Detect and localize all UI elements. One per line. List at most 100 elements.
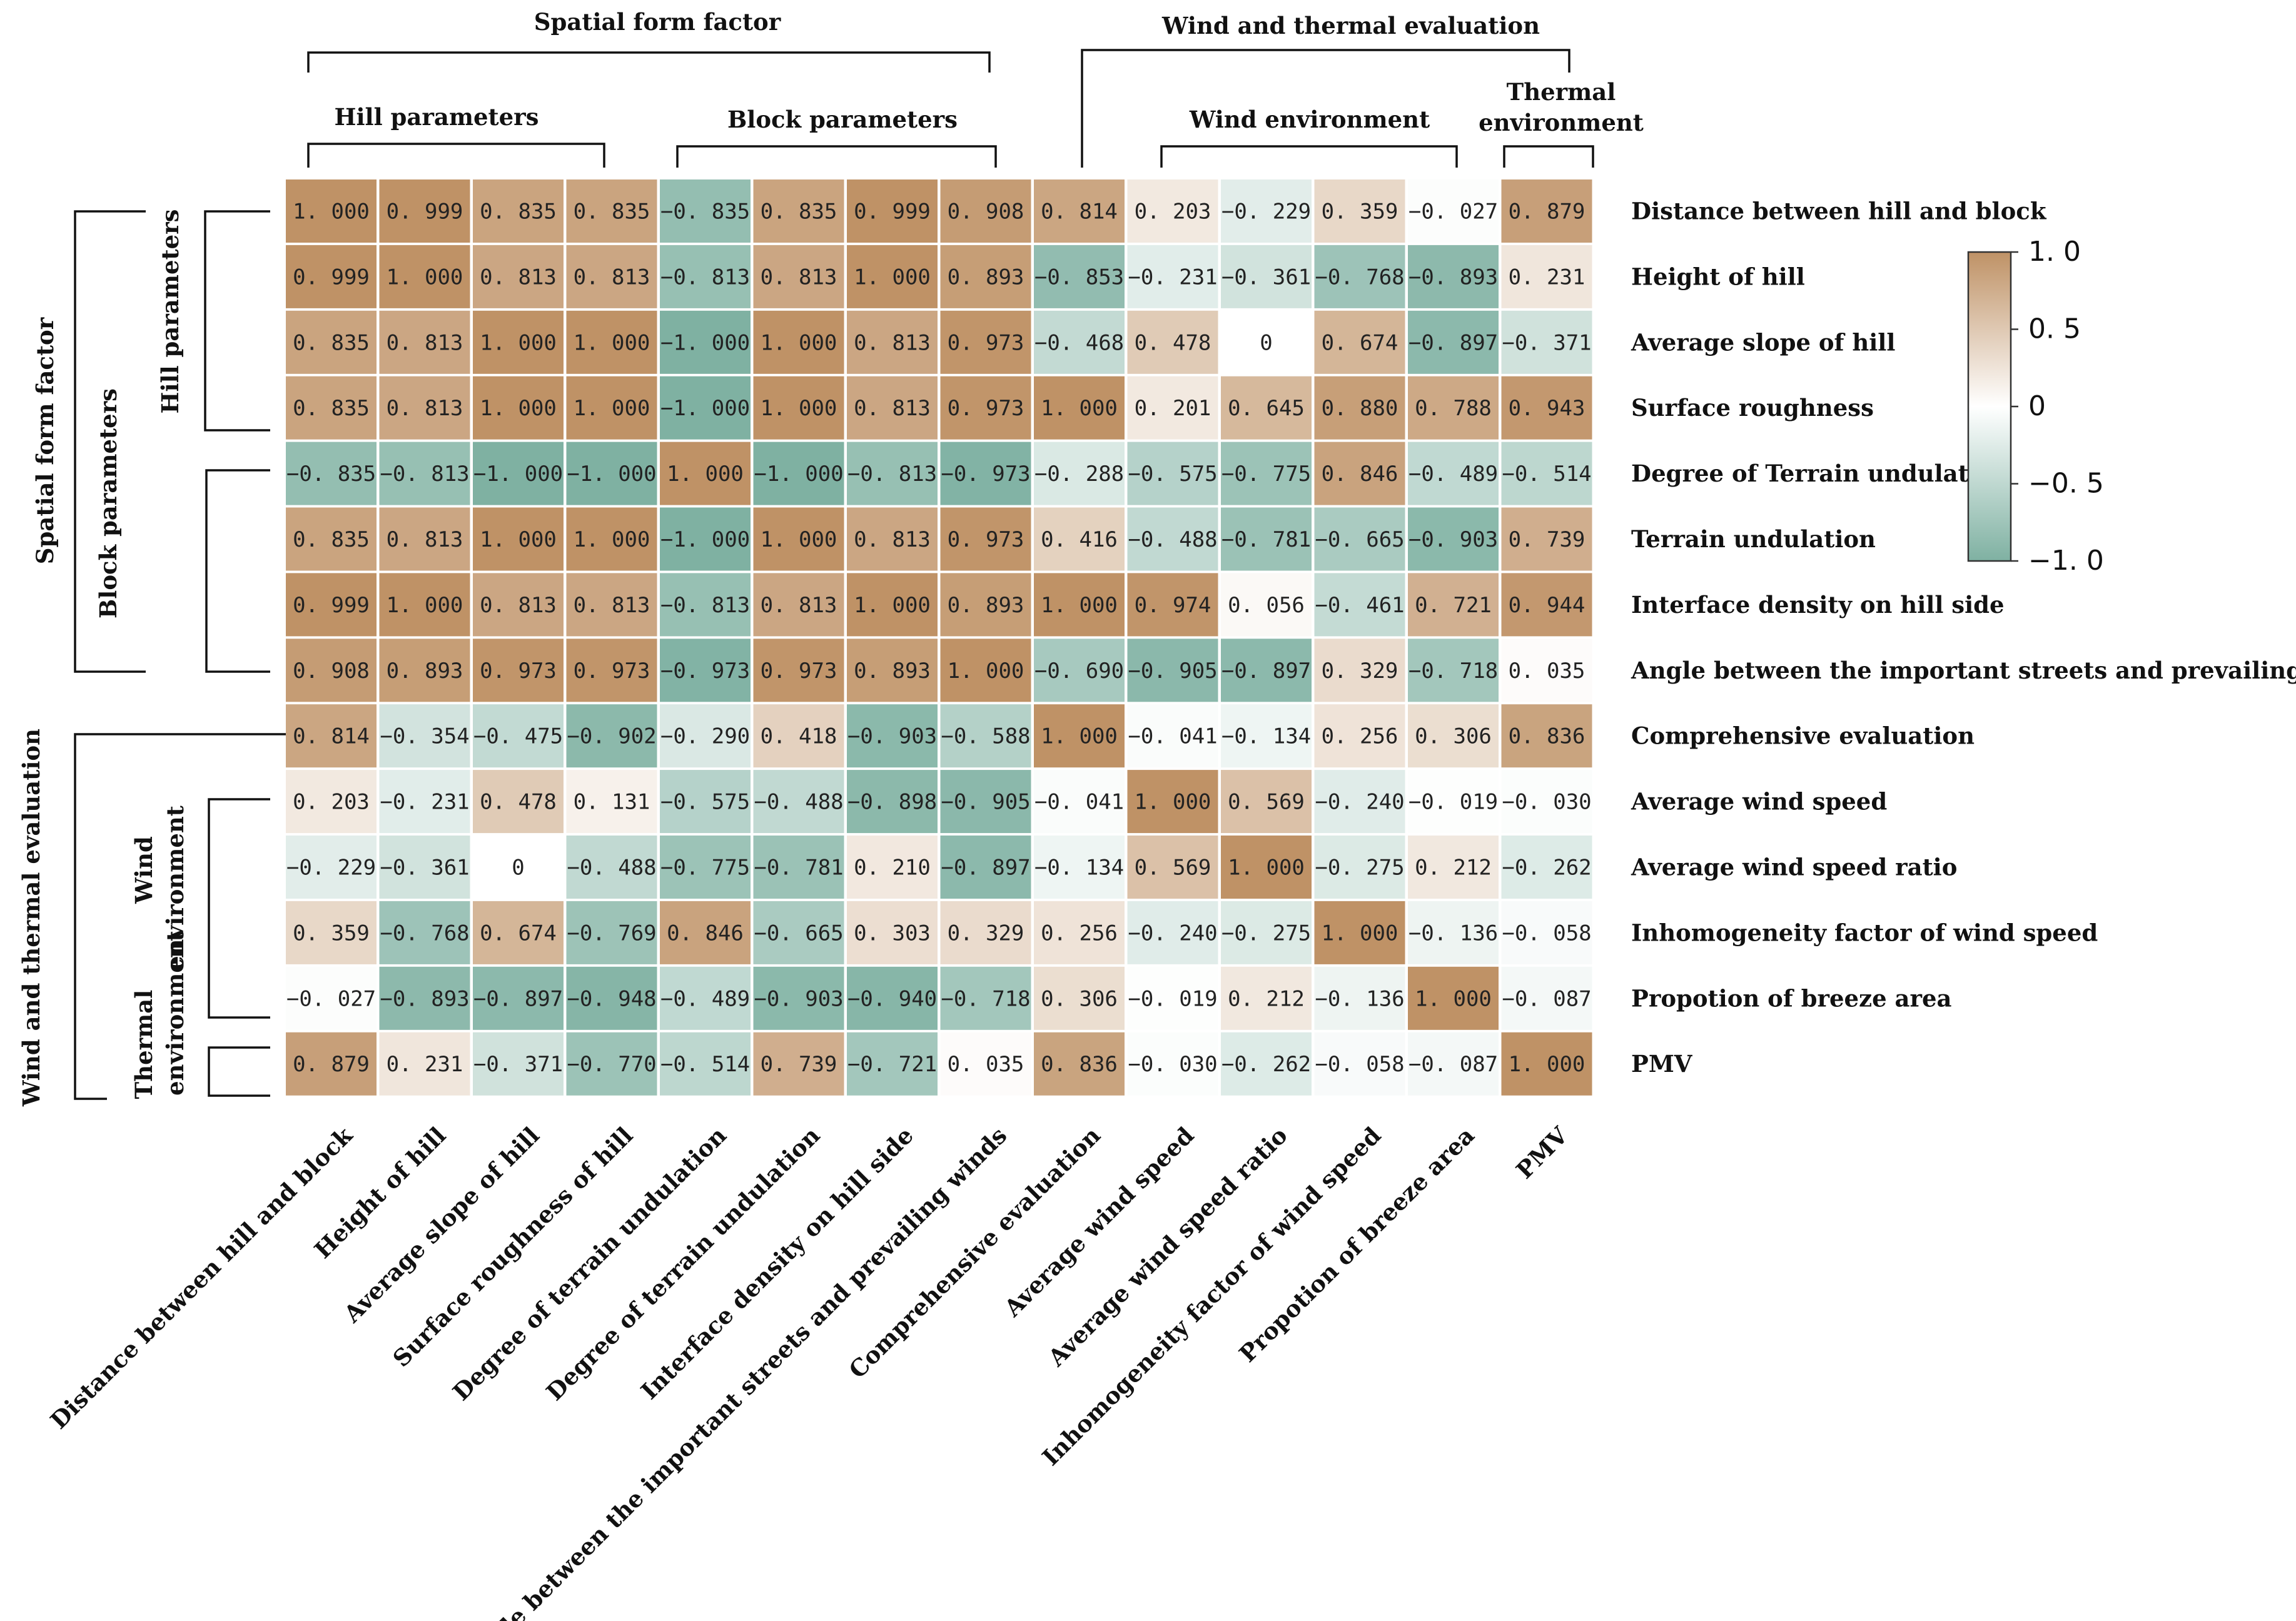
cell-value-label: 0. 359 — [1322, 199, 1398, 225]
heatmap-cell — [1501, 442, 1592, 505]
cell-value-label: 0. 035 — [1509, 659, 1585, 684]
cell-value-label: −0. 354 — [380, 724, 469, 749]
heatmap-cell — [1408, 1032, 1499, 1096]
heatmap-cell — [1221, 245, 1312, 308]
left-group-wind-line1: Wind — [130, 836, 158, 904]
heatmap-cell — [1034, 901, 1125, 964]
heatmap-cell — [847, 966, 938, 1030]
heatmap-cell — [473, 901, 564, 964]
heatmap-cell — [847, 310, 938, 374]
left-group-thermal-line2: environment — [161, 931, 189, 1096]
cell-value-label: 0. 813 — [854, 396, 931, 421]
cell-value-label: 0. 813 — [854, 330, 931, 355]
cell-value-label: −0. 897 — [941, 856, 1030, 881]
cell-value-label: −0. 134 — [1034, 856, 1124, 881]
heatmap-cell — [1221, 901, 1312, 964]
heatmap-cell — [379, 310, 470, 374]
heatmap-cell — [1034, 507, 1125, 571]
cell-value-label: −0. 136 — [1408, 921, 1498, 946]
heatmap-cell — [286, 507, 377, 571]
heatmap-cell — [1127, 179, 1218, 243]
cell-value-label: −0. 898 — [847, 790, 937, 815]
cell-value-label: −0. 489 — [660, 986, 750, 1011]
cell-value-label: −0. 371 — [1502, 330, 1591, 355]
heatmap-cell — [473, 573, 564, 637]
heatmap-cell — [1127, 639, 1218, 702]
cell-value-label: 0. 212 — [1228, 986, 1305, 1011]
left-group-hill-parameters: Hill parameters — [156, 210, 184, 414]
top-bracket-wind-thermal — [1081, 49, 1570, 168]
cell-value-label: 0. 231 — [1509, 265, 1585, 290]
heatmap-cell — [753, 376, 844, 440]
row-label: Average slope of hill — [1631, 328, 1895, 356]
heatmap-cell — [566, 442, 657, 505]
heatmap-cell — [660, 639, 751, 702]
cell-value-label: −0. 514 — [1502, 462, 1591, 487]
cell-value-label: −0. 853 — [1034, 265, 1124, 290]
cell-value-label: 0. 478 — [1135, 330, 1211, 355]
cell-value-label: 0. 813 — [387, 396, 463, 421]
cell-value-label: −0. 231 — [380, 790, 469, 815]
cell-value-label: −0. 475 — [473, 724, 563, 749]
heatmap-cell — [660, 704, 751, 768]
cell-value-label: −0. 575 — [660, 790, 750, 815]
cell-value-label: −1. 000 — [473, 462, 563, 487]
cell-value-label: 0. 813 — [761, 265, 837, 290]
heatmap-cell — [1034, 573, 1125, 637]
heatmap-cell — [1314, 376, 1405, 440]
heatmap-cell — [753, 639, 844, 702]
colorbar-ticks: 1. 0 0. 5 0 −0. 5 −1. 0 — [2011, 236, 2104, 577]
heatmap-cell — [379, 507, 470, 571]
cell-value-label: 1. 000 — [574, 396, 650, 421]
cell-value-label: 1. 000 — [1415, 986, 1492, 1011]
cell-value-label: 0. 813 — [761, 593, 837, 618]
heatmap-cell — [1408, 245, 1499, 308]
heatmap-cell — [1314, 507, 1405, 571]
heatmap-cell — [1314, 573, 1405, 637]
heatmap-cell — [566, 573, 657, 637]
heatmap-cell — [753, 704, 844, 768]
cell-value-label: −0. 019 — [1128, 986, 1217, 1011]
cell-value-label: 0. 203 — [1135, 199, 1211, 225]
cell-value-label: −0. 588 — [941, 724, 1030, 749]
left-bracket-thermal-environment — [208, 1046, 270, 1097]
cell-value-label: 0. 212 — [1415, 856, 1492, 881]
heatmap-cell — [566, 1032, 657, 1096]
cell-value-label: −0. 136 — [1315, 986, 1404, 1011]
cell-value-label: −0. 231 — [1128, 265, 1217, 290]
heatmap-cell — [1408, 639, 1499, 702]
cell-value-label: 0. 835 — [761, 199, 837, 225]
heatmap-cell — [1501, 704, 1592, 768]
cell-value-label: −0. 690 — [1034, 659, 1124, 684]
cell-value-label: −0. 290 — [660, 724, 750, 749]
heatmap-cell — [1501, 901, 1592, 964]
heatmap-cell — [1408, 901, 1499, 964]
cell-value-label: 0. 416 — [1041, 527, 1118, 552]
heatmap-cell — [473, 704, 564, 768]
left-group-thermal-line1: Thermal — [130, 990, 158, 1099]
heatmap-cell — [566, 836, 657, 899]
cell-value-label: −0. 813 — [660, 265, 750, 290]
heatmap-cell — [940, 770, 1031, 834]
heatmap-cell — [473, 1032, 564, 1096]
cell-value-label: −0. 229 — [1221, 199, 1311, 225]
heatmap-cell — [1034, 966, 1125, 1030]
cell-value-label: −0. 897 — [473, 986, 563, 1011]
heatmap-cell — [1127, 1032, 1218, 1096]
cell-value-label: −0. 575 — [1128, 462, 1217, 487]
cell-value-label: −0. 488 — [754, 790, 843, 815]
heatmap-cell — [286, 179, 377, 243]
heatmap-cell — [379, 376, 470, 440]
cell-value-label: 0. 813 — [574, 265, 650, 290]
cell-value-label: −0. 058 — [1502, 921, 1591, 946]
cell-value-label: 0. 569 — [1135, 856, 1211, 881]
heatmap-cell — [473, 442, 564, 505]
cell-value-label: 0. 256 — [1322, 724, 1398, 749]
heatmap-cell — [1501, 179, 1592, 243]
heatmap-cell — [1127, 245, 1218, 308]
cell-value-label: −0. 030 — [1502, 790, 1591, 815]
cell-value-label: 0. 879 — [293, 1052, 370, 1077]
heatmap-cell — [379, 966, 470, 1030]
heatmap-cell — [566, 310, 657, 374]
